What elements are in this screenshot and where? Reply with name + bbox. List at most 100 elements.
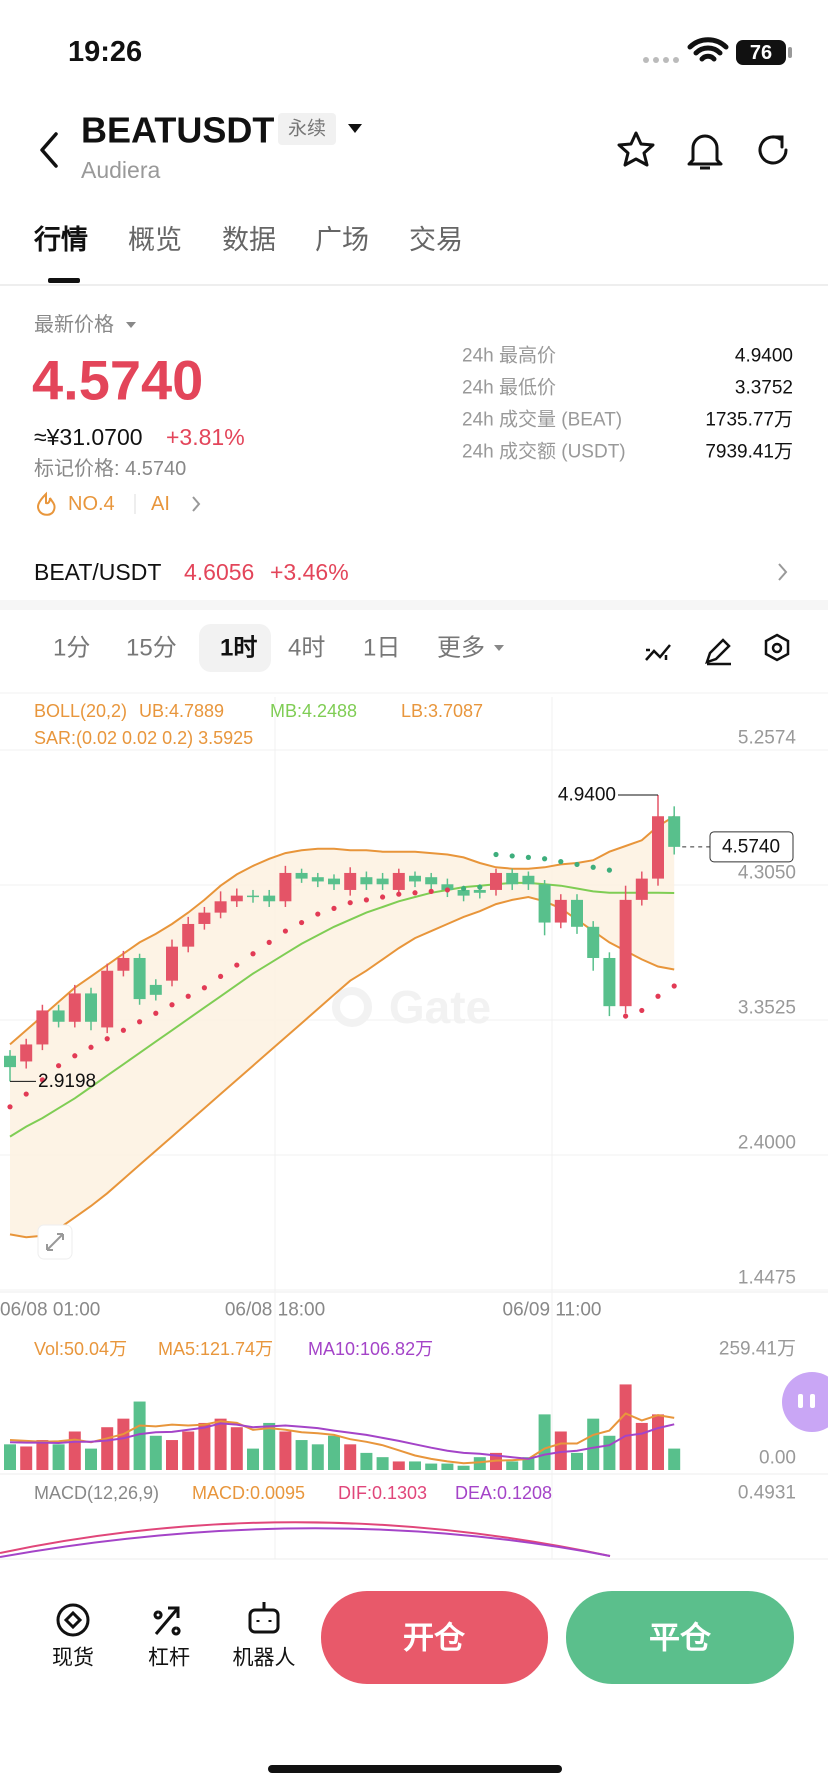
stat-label: 24h 最低价	[462, 377, 556, 399]
candle-body	[603, 957, 616, 1007]
boll-legend: LB:3.7087	[401, 701, 483, 721]
macd-legend: DIF:0.1303	[338, 1483, 427, 1503]
candle-body	[360, 877, 373, 885]
interval[interactable]: 1日	[363, 635, 400, 662]
tab[interactable]: 交易	[409, 225, 463, 255]
indicator-icon[interactable]	[645, 644, 671, 661]
sar-dot	[396, 891, 402, 897]
candle-body	[230, 895, 243, 902]
volume-bar	[587, 1418, 600, 1470]
candle-body	[198, 912, 211, 924]
settings-icon[interactable]	[764, 633, 790, 662]
volume-tick-label: 259.41万	[719, 1339, 796, 1360]
tab[interactable]: 数据	[222, 225, 276, 255]
sar-dot	[185, 993, 191, 999]
watermark: Gate	[389, 981, 491, 1033]
candle-body	[85, 993, 97, 1022]
sar-dot	[623, 1013, 629, 1019]
sar-dot	[347, 900, 353, 906]
favorite-icon[interactable]	[617, 131, 655, 167]
close-button[interactable]	[566, 1591, 794, 1684]
spot-change: +3.46%	[270, 559, 349, 585]
back-button[interactable]	[40, 132, 58, 168]
price-change: +3.81%	[166, 424, 245, 450]
tab[interactable]: 行情	[33, 224, 88, 255]
candle-body	[36, 1010, 49, 1045]
candle-body	[490, 872, 502, 890]
sar-dot	[606, 867, 613, 873]
last-price-box	[709, 831, 794, 863]
volume-bar	[198, 1422, 211, 1470]
candle-body	[214, 901, 227, 913]
sar-dot	[412, 890, 418, 896]
volume-bar	[522, 1457, 535, 1470]
low-marker-label: 2.9198	[38, 1071, 96, 1092]
alert-icon[interactable]	[687, 134, 723, 170]
open-button[interactable]	[321, 1591, 548, 1684]
volume-bar	[166, 1440, 178, 1470]
spot-icon[interactable]	[56, 1603, 90, 1637]
boll-legend: BOLL(20,2)	[34, 701, 127, 721]
candle-body	[52, 1010, 65, 1022]
stat-value: 3.3752	[735, 378, 793, 399]
interval[interactable]: 1分	[53, 635, 90, 662]
stat-label: 24h 最高价	[462, 345, 556, 367]
sar-dot	[477, 884, 483, 890]
tab[interactable]: 广场	[315, 225, 369, 255]
spot-pair[interactable]: BEAT/USDT	[34, 559, 161, 585]
candle-body	[571, 899, 583, 927]
candle-body	[635, 878, 648, 900]
nav-label[interactable]: 杠杆	[148, 1647, 190, 1670]
x-tick-label: 06/08 18:00	[225, 1300, 325, 1321]
volume-bar	[603, 1435, 616, 1470]
volume-bar	[554, 1431, 567, 1470]
leverage-icon[interactable]	[153, 1606, 181, 1636]
assistant-eye	[798, 1394, 803, 1408]
sar-dot	[639, 1007, 645, 1014]
candle-body	[328, 878, 340, 885]
sar-dot	[558, 859, 564, 865]
interval[interactable]: 15分	[126, 635, 177, 662]
sar-dot	[380, 894, 386, 900]
stat-value: 4.9400	[735, 346, 793, 367]
spot-icon-inner	[63, 1610, 83, 1630]
symbol: BEATUSDT	[81, 110, 274, 151]
sar-dot	[461, 885, 467, 892]
signal	[643, 57, 679, 63]
draw-icon[interactable]	[705, 638, 731, 666]
interval[interactable]: 4时	[288, 635, 325, 662]
sar-dot	[120, 1027, 126, 1033]
volume-ma5	[9, 1412, 675, 1465]
spot-chevron[interactable]	[778, 563, 788, 581]
volume-tick-label: 0.00	[759, 1448, 796, 1469]
interval[interactable]: 1时	[220, 635, 257, 662]
macd-legend: DEA:0.1208	[455, 1483, 552, 1503]
sar-dot	[655, 993, 661, 999]
nav-label[interactable]: 现货	[52, 1647, 94, 1670]
assistant-pill[interactable]	[782, 1372, 828, 1432]
volume-bar	[279, 1431, 292, 1470]
volume-bar	[295, 1440, 308, 1470]
sar-dot	[331, 905, 337, 911]
sar-dot	[88, 1044, 94, 1050]
candle-body	[117, 957, 130, 971]
y-tick-label: 2.4000	[738, 1132, 796, 1153]
candle-body	[587, 926, 600, 958]
share-icon[interactable]	[758, 135, 788, 165]
cny-price: ≈¥31.0700	[34, 424, 143, 450]
sar-dot	[266, 939, 272, 945]
volume-bar	[668, 1448, 681, 1470]
status-time: 19:26	[68, 36, 142, 68]
ai-chevron[interactable]	[192, 496, 201, 512]
candle-body	[68, 993, 81, 1022]
candle-body	[149, 984, 162, 995]
tab[interactable]: 概览	[128, 225, 182, 255]
home-indicator	[268, 1765, 562, 1773]
interval[interactable]: 更多	[437, 635, 485, 662]
open-label: 开仓	[403, 1621, 466, 1656]
candle-body	[166, 946, 178, 981]
close-label: 平仓	[649, 1621, 712, 1656]
nav-label[interactable]: 机器人	[233, 1647, 296, 1670]
dropdown[interactable]	[348, 124, 362, 133]
volume-bar	[538, 1414, 551, 1470]
